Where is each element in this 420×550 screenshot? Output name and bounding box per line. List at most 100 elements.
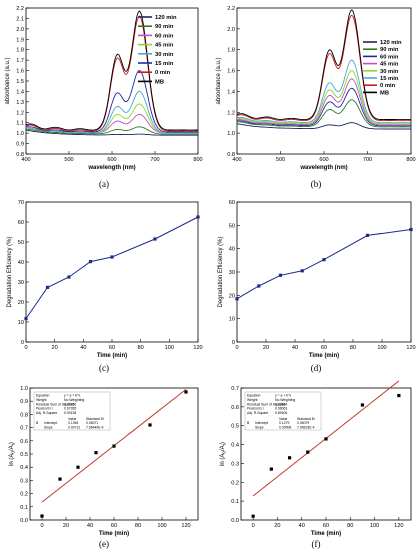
plot-frame	[236, 201, 412, 343]
y-tick-label: 0.3	[20, 478, 28, 484]
data-point	[184, 390, 188, 394]
x-tick-label: 600	[319, 157, 328, 163]
fit-param-cell: Slope	[44, 425, 53, 429]
caption-c: (c)	[99, 363, 109, 373]
y-tick-label: 0.8	[227, 152, 235, 158]
data-point	[324, 437, 328, 441]
y-axis-label: ln (A0/At)	[220, 442, 227, 466]
fit-param-cell: Slope	[255, 425, 264, 429]
fit-param-cell: 0.1354	[68, 421, 78, 425]
x-tick-label: 20	[263, 345, 269, 351]
panel-d-degradation-efficiency: 0 20 40 60 80 100 120 0 10 20 30 40 50 60 Time (min) De…	[218, 200, 416, 359]
x-axis-label: wavelength (nm)	[87, 165, 135, 171]
x-tick-label: 0	[40, 523, 43, 529]
fit-table-value: 0.97395	[64, 407, 76, 411]
caption-d: (d)	[311, 363, 322, 373]
y-tick-label: 2.2	[227, 6, 235, 12]
fit-table-value: 0.93138	[64, 411, 76, 415]
y-tick-label: 30	[229, 270, 235, 276]
legend-label: 60 min	[380, 54, 399, 60]
fit-table-key: Equation	[36, 394, 49, 398]
y-tick-label: 1.1	[16, 121, 24, 127]
x-tick-label: 80	[350, 345, 356, 351]
fit-param-cell: 0.1279	[279, 421, 289, 425]
data-point	[365, 233, 370, 237]
series-line-mb	[236, 9, 411, 121]
y-tick-label: 0.4	[231, 443, 239, 449]
x-tick-label: 40	[87, 523, 93, 529]
data-point	[58, 477, 62, 481]
data-point	[40, 514, 44, 518]
data-point	[300, 269, 304, 273]
legend-label: MB	[155, 79, 164, 85]
y-tick-label: 1.8	[16, 48, 24, 54]
y-tick-label: 1.3	[16, 100, 24, 106]
y-tick-label: 0	[21, 340, 24, 346]
y-tick-label: 0.6	[231, 405, 239, 411]
x-tick-label: 40	[80, 345, 86, 351]
x-tick-label: 20	[63, 523, 69, 529]
legend-label: 120 min	[155, 15, 177, 21]
series-line-15-min	[25, 69, 198, 133]
y-tick-label: 0.9	[16, 142, 24, 148]
x-axis-label: wavelength (nm)	[299, 165, 347, 171]
x-tick-label: 100	[165, 345, 174, 351]
panel-e-kinetics-fit: 0 20 40 60 80 100 120 0.0 0.1 0.2 0.3 0.4 0.5 0.6 0.7 0…	[9, 386, 199, 537]
legend-label: MB	[380, 90, 389, 96]
y-tick-label: 10	[18, 320, 24, 326]
data-point	[196, 215, 200, 219]
panel-c-degradation-efficiency: 0 20 40 60 80 100 120 0 10 20 30 40 50 60 70 Time (min)…	[7, 200, 203, 359]
y-tick-label: 0.5	[231, 424, 239, 430]
data-point	[45, 285, 50, 289]
x-tick-label: 80	[347, 523, 353, 529]
x-tick-label: 60	[111, 523, 117, 529]
series-line-mb	[25, 10, 198, 131]
y-tick-label: 2.0	[16, 27, 24, 33]
y-tick-label: 2.1	[16, 16, 24, 22]
fit-param-cell: 0.06071	[86, 421, 98, 425]
fit-table-value: 0.03864	[275, 402, 287, 406]
fit-table-value: No Weighting	[275, 398, 295, 402]
y-tick-label: 40	[229, 247, 235, 253]
x-tick-label: 100	[157, 523, 166, 529]
fit-table-value: 0.96063	[275, 407, 287, 411]
y-tick-label: 1.2	[16, 110, 24, 116]
legend-label: 0 min	[155, 70, 171, 76]
fit-table-value: 0.89406	[275, 411, 287, 415]
data-point	[251, 514, 255, 518]
data-point	[110, 255, 114, 259]
data-point	[235, 297, 239, 301]
y-tick-label: 0.0	[231, 518, 239, 524]
y-tick-label: 0.3	[231, 461, 239, 467]
y-tick-label: 60	[229, 200, 235, 206]
y-tick-label: 20	[229, 293, 235, 299]
series-line-15-min	[236, 59, 411, 124]
y-tick-label: 1.6	[16, 69, 24, 75]
fit-param-cell: Value	[68, 417, 77, 421]
fit-table-key: Weight	[247, 398, 258, 402]
x-tick-label: 40	[292, 345, 298, 351]
data-point	[397, 393, 401, 398]
data-point	[24, 317, 28, 321]
caption-f: (f)	[312, 539, 321, 549]
y-tick-label: 0.4	[20, 465, 28, 471]
y-tick-label: 0.6	[20, 439, 28, 445]
x-tick-label: 400	[232, 157, 241, 163]
data-point	[269, 467, 273, 471]
data-point	[148, 423, 152, 427]
panel-f-kinetics-fit: 0 20 40 60 80 100 120 0.0 0.1 0.2 0.3 0.4 0.5 0.6 0.7 T…	[220, 380, 412, 537]
series-line-90-min	[236, 99, 411, 128]
data-point	[360, 403, 365, 407]
fit-table	[244, 391, 322, 431]
panel-a-absorbance-spectra: 400 500 600 700 800 0.8 0.9 1.0 1.1 1.2 1.3 1.4 1.5 1…	[5, 6, 203, 171]
x-tick-label: 60	[109, 345, 115, 351]
x-tick-label: 0	[235, 345, 238, 351]
caption-a: (a)	[99, 179, 109, 189]
caption-e: (e)	[99, 539, 109, 549]
data-point	[88, 260, 93, 264]
y-tick-label: 1.2	[227, 110, 235, 116]
fit-table-key: Weight	[36, 398, 47, 402]
y-axis-label: ln (A0/At)	[9, 442, 16, 466]
y-tick-label: 60	[18, 220, 24, 226]
x-tick-label: 700	[150, 157, 159, 163]
